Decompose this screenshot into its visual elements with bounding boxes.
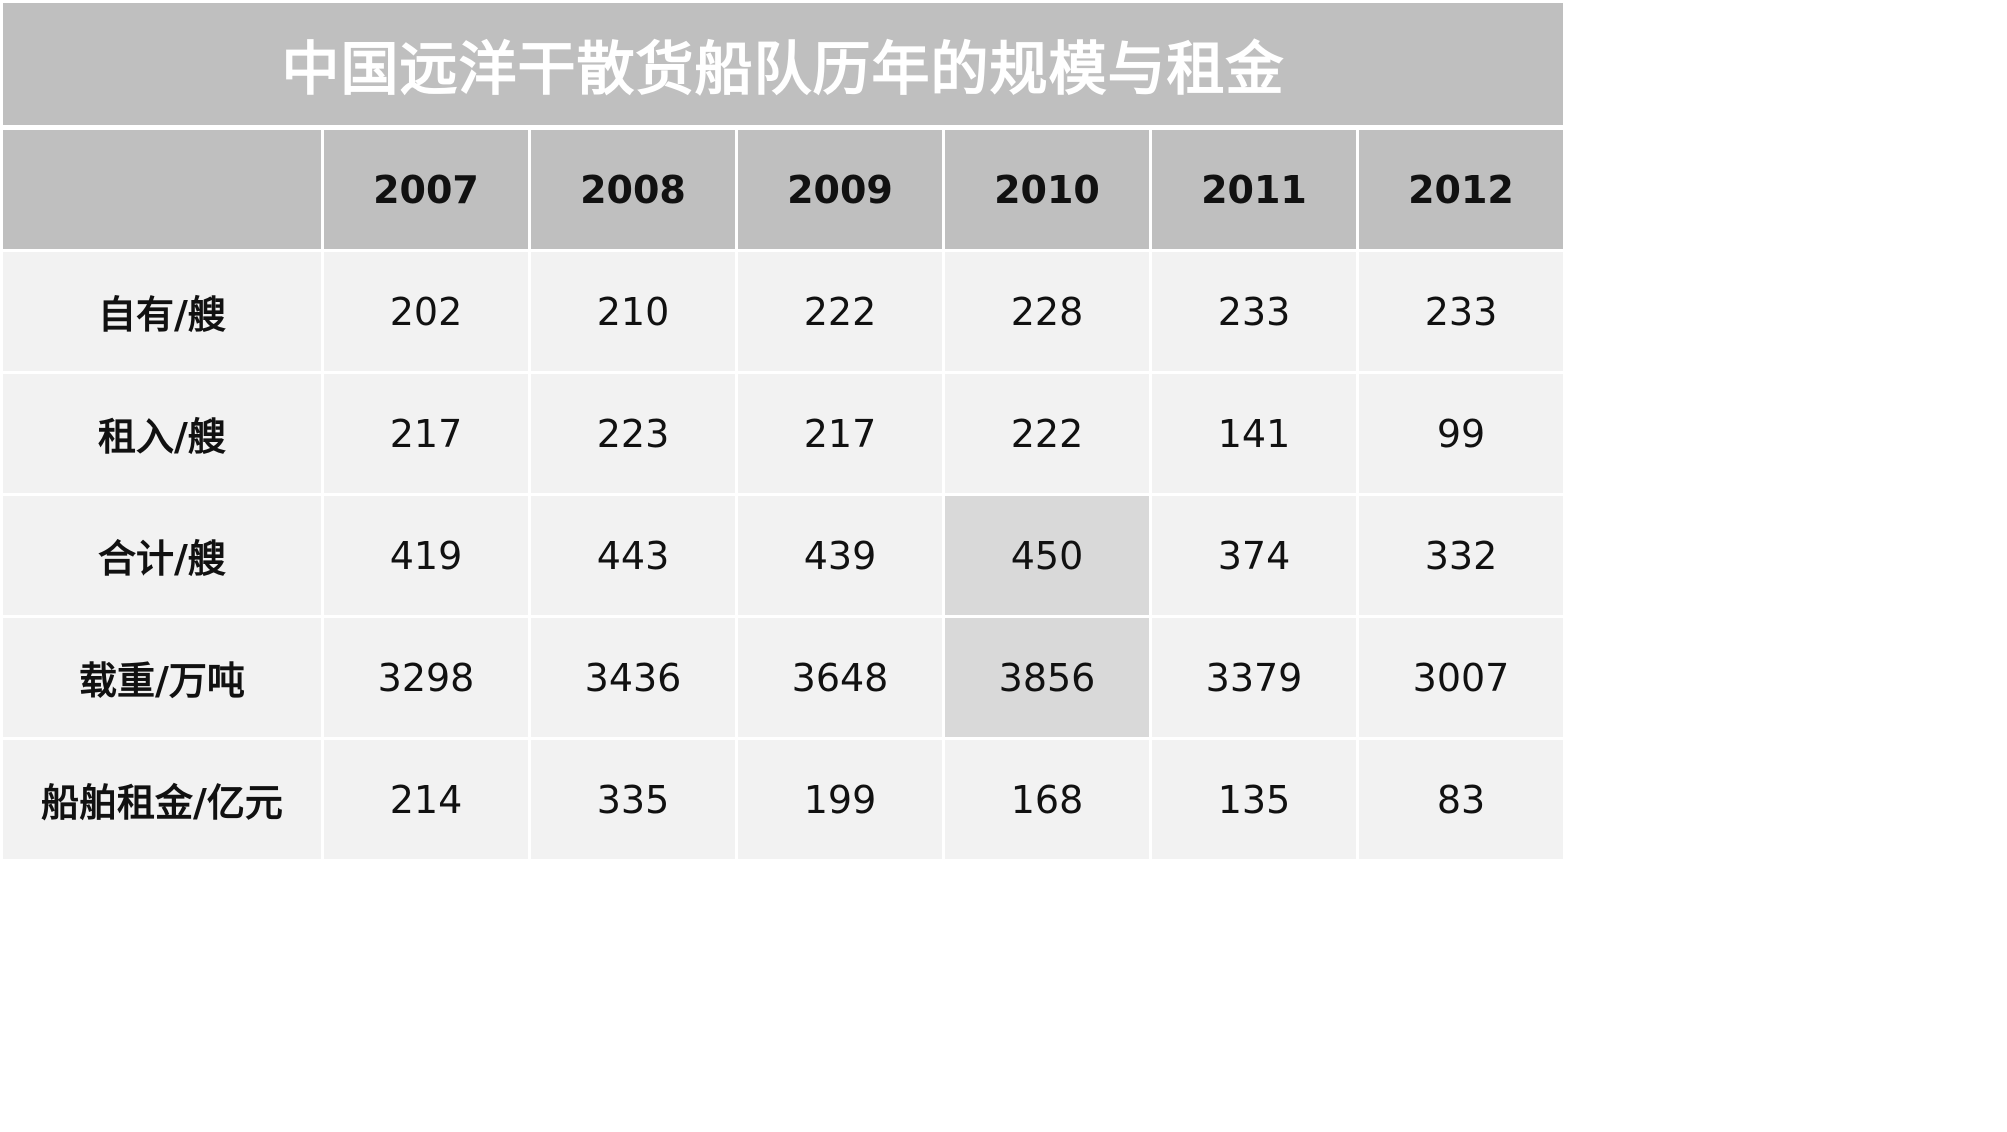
table-cell: 141 [1152, 374, 1356, 493]
table-cell: 217 [738, 374, 942, 493]
table-cell: 3436 [531, 618, 735, 737]
highlighted-cell: 3856 [945, 618, 1149, 737]
table-cell: 3007 [1359, 618, 1563, 737]
table-cell: 83 [1359, 740, 1563, 859]
table-row: 船舶租金/亿元 214 335 199 168 135 83 [3, 740, 1563, 859]
row-label: 租入/艘 [3, 374, 321, 493]
column-header: 2007 [324, 130, 528, 249]
row-label: 自有/艘 [3, 252, 321, 371]
table-cell: 135 [1152, 740, 1356, 859]
row-label: 载重/万吨 [3, 618, 321, 737]
table-cell: 228 [945, 252, 1149, 371]
table-row: 租入/艘 217 223 217 222 141 99 [3, 374, 1563, 493]
table-cell: 222 [945, 374, 1149, 493]
highlighted-cell: 450 [945, 496, 1149, 615]
table-cell: 222 [738, 252, 942, 371]
table-cell: 3648 [738, 618, 942, 737]
corner-cell [3, 130, 321, 249]
column-header: 2008 [531, 130, 735, 249]
table-figure: 中国远洋干散货船队历年的规模与租金 2007 2008 2009 2010 20… [0, 3, 1566, 862]
table-row: 合计/艘 419 443 439 450 374 332 [3, 496, 1563, 615]
table-cell: 335 [531, 740, 735, 859]
column-header: 2009 [738, 130, 942, 249]
table-cell: 233 [1359, 252, 1563, 371]
table-cell: 3379 [1152, 618, 1356, 737]
table-cell: 168 [945, 740, 1149, 859]
table-cell: 3298 [324, 618, 528, 737]
table-cell: 223 [531, 374, 735, 493]
table-cell: 217 [324, 374, 528, 493]
title-bar: 中国远洋干散货船队历年的规模与租金 [3, 3, 1563, 125]
table-cell: 233 [1152, 252, 1356, 371]
table-title: 中国远洋干散货船队历年的规模与租金 [281, 35, 1285, 103]
table-cell: 439 [738, 496, 942, 615]
table-cell: 374 [1152, 496, 1356, 615]
table-cell: 210 [531, 252, 735, 371]
table-cell: 443 [531, 496, 735, 615]
fleet-table: 2007 2008 2009 2010 2011 2012 自有/艘 202 2… [0, 127, 1566, 862]
header-row: 2007 2008 2009 2010 2011 2012 [3, 130, 1563, 249]
table-cell: 199 [738, 740, 942, 859]
table-row: 自有/艘 202 210 222 228 233 233 [3, 252, 1563, 371]
table-cell: 332 [1359, 496, 1563, 615]
row-label: 船舶租金/亿元 [3, 740, 321, 859]
table-cell: 214 [324, 740, 528, 859]
row-label: 合计/艘 [3, 496, 321, 615]
table-cell: 202 [324, 252, 528, 371]
column-header: 2011 [1152, 130, 1356, 249]
column-header: 2010 [945, 130, 1149, 249]
table-row: 载重/万吨 3298 3436 3648 3856 3379 3007 [3, 618, 1563, 737]
table-cell: 419 [324, 496, 528, 615]
column-header: 2012 [1359, 130, 1563, 249]
table-cell: 99 [1359, 374, 1563, 493]
